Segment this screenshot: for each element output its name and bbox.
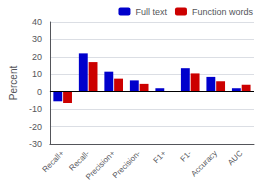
- svg-text:Precision+: Precision+: [84, 149, 117, 182]
- svg-text:-10: -10: [29, 104, 42, 114]
- svg-text:Full text: Full text: [135, 7, 167, 17]
- svg-text:Recall+: Recall+: [40, 149, 66, 175]
- svg-text:Accuracy: Accuracy: [189, 149, 219, 179]
- svg-text:-30: -30: [29, 139, 42, 149]
- svg-text:Percent: Percent: [8, 66, 19, 101]
- svg-text:40: 40: [32, 17, 42, 27]
- svg-text:30: 30: [32, 34, 42, 44]
- svg-text:0: 0: [37, 87, 42, 97]
- svg-text:Precision-: Precision-: [111, 149, 143, 181]
- svg-text:20: 20: [32, 52, 42, 62]
- svg-text:Recall-: Recall-: [67, 149, 91, 173]
- svg-text:-20: -20: [29, 122, 42, 132]
- svg-text:Function words: Function words: [192, 7, 254, 17]
- svg-text:AUC: AUC: [226, 149, 244, 167]
- svg-text:10: 10: [32, 69, 42, 79]
- svg-text:F1+: F1+: [152, 149, 168, 165]
- svg-text:F1-: F1-: [179, 149, 194, 164]
